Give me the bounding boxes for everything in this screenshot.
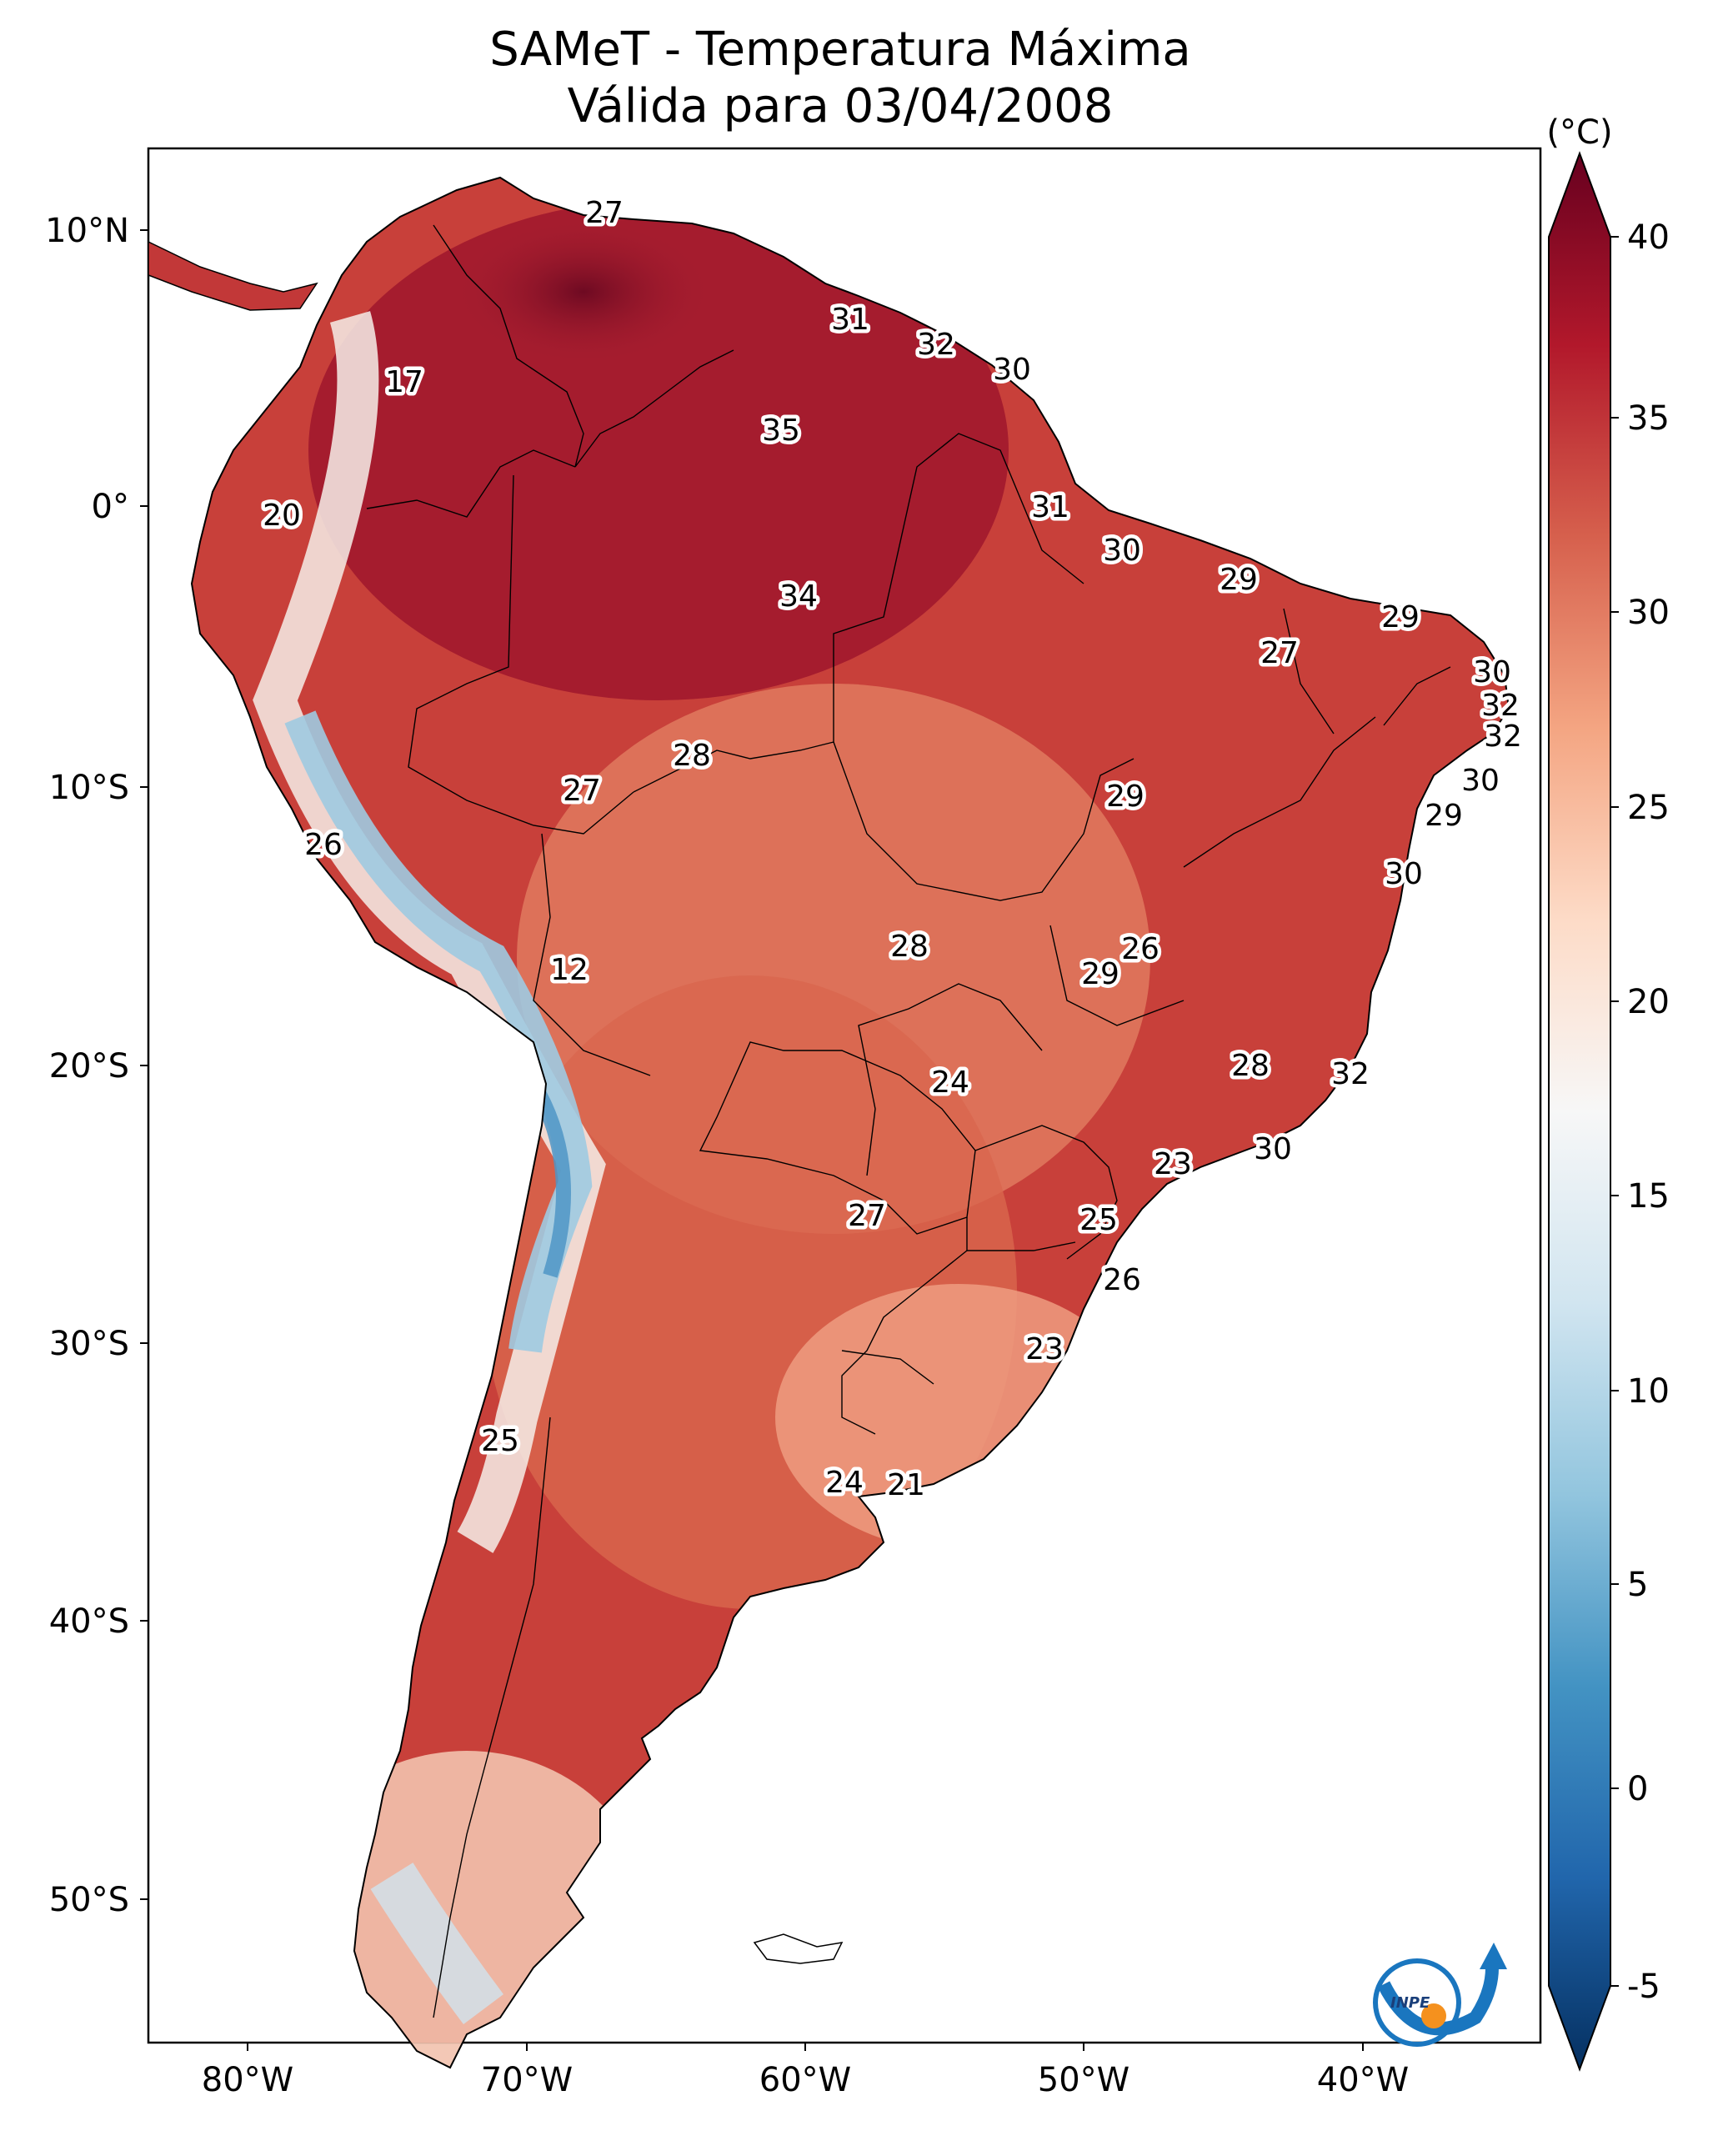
- lon-tick-label: 40°W: [1317, 2061, 1409, 2099]
- lon-tick-label: 70°W: [481, 2061, 573, 2099]
- contour-label: 27: [848, 1199, 886, 1233]
- contour-label: 30: [1473, 655, 1511, 689]
- falkland-islands: [753, 1933, 844, 1964]
- map-panel: 27 31 32 30 17 35 20 31 30 34 29 29 27 3…: [147, 147, 1542, 2069]
- tierra-del-fuego-cool: [370, 1863, 504, 2024]
- contour-label: 20: [263, 499, 301, 533]
- colorbar-tick-label: 20: [1627, 983, 1670, 1021]
- andes-cold-band: [284, 710, 593, 1353]
- colorbar-tick-label: 5: [1627, 1566, 1648, 1604]
- field-hotspot: [450, 217, 717, 367]
- map-title-line2: Válida para 03/04/2008: [568, 79, 1114, 133]
- contour-label: 30: [1385, 857, 1423, 891]
- logo-arrow-icon: [1480, 1943, 1507, 1969]
- contour-label: 30: [1103, 534, 1141, 568]
- contour-label: 30: [993, 353, 1031, 387]
- contour-label: 26: [1121, 932, 1160, 966]
- colorbar-tick-label: 10: [1627, 1372, 1670, 1411]
- colorbar-tick-label: 25: [1627, 789, 1670, 827]
- contour-label: 25: [481, 1424, 519, 1458]
- contour-label: 32: [1331, 1057, 1370, 1091]
- contour-label: 28: [1231, 1049, 1270, 1083]
- contour-label: 23: [1025, 1332, 1064, 1366]
- map-title-line1: SAMeT - Temperatura Máxima: [489, 23, 1191, 77]
- lat-tick-label: 20°S: [49, 1047, 129, 1086]
- contour-label: 26: [1103, 1263, 1141, 1297]
- logo-ring: [1373, 1958, 1461, 2047]
- logo-swoosh: [1377, 1967, 1499, 2036]
- contour-label: 29: [1381, 600, 1420, 634]
- contour-label: 32: [917, 328, 955, 362]
- contour-label: 31: [1031, 490, 1069, 524]
- contour-label: 24: [931, 1065, 969, 1100]
- contour-label: 29: [1220, 563, 1258, 597]
- logo-text: INPE: [1390, 1994, 1430, 2012]
- contour-label: 29: [1081, 957, 1119, 991]
- lat-tick-label: 0°: [92, 488, 129, 526]
- colorbar-tick-label: 0: [1627, 1770, 1648, 1808]
- central-america: [148, 240, 318, 311]
- lon-tick-label: 80°W: [202, 2061, 293, 2099]
- lat-tick-label: 30°S: [49, 1325, 129, 1363]
- lon-tick-label: 60°W: [759, 2061, 851, 2099]
- coastline: [190, 176, 1510, 2069]
- latitude-axis: 10°N 0° 10°S 20°S 30°S 40°S 50°S: [45, 212, 148, 1919]
- contour-label: 31: [831, 303, 869, 337]
- contour-label: 30: [1461, 764, 1500, 798]
- andes-cool-band: [253, 311, 606, 1553]
- colorbar-tick-label: -5: [1627, 1968, 1660, 2006]
- contour-labels: 27 31 32 30 17 35 20 31 30 34 29 29 27 3…: [259, 193, 1526, 1507]
- contour-label: 29: [1425, 799, 1463, 833]
- colorbar-tick-label: 35: [1627, 399, 1670, 438]
- longitude-axis: 80°W 70°W 60°W 50°W 40°W: [202, 2043, 1409, 2099]
- contour-label: 24: [825, 1466, 864, 1500]
- contour-label: 27: [585, 196, 624, 230]
- contour-label: 12: [550, 953, 589, 987]
- contour-label: 28: [890, 930, 929, 964]
- lat-tick-label: 10°N: [45, 212, 129, 250]
- colorbar-tick-label: 15: [1627, 1177, 1670, 1216]
- contour-label: 26: [304, 828, 343, 862]
- colorbar-tick-label: 30: [1627, 594, 1670, 632]
- lat-tick-label: 40°S: [49, 1602, 129, 1641]
- contour-label: 30: [1254, 1132, 1292, 1166]
- logo-sun-icon: [1421, 2003, 1446, 2028]
- contour-label: 35: [762, 414, 800, 448]
- contour-label: 23: [1154, 1147, 1192, 1181]
- contour-label: 28: [673, 739, 711, 773]
- lat-tick-label: 50°S: [49, 1881, 129, 1919]
- lat-tick-label: 10°S: [49, 769, 129, 807]
- contour-label: 27: [563, 774, 601, 808]
- colorbar: (°C) 40 35 30 25 20 15 10 5 0 -5: [1546, 113, 1670, 2072]
- contour-label: 17: [385, 365, 423, 399]
- colorbar-tick-label: 40: [1627, 218, 1670, 257]
- contour-label: 32: [1481, 689, 1520, 723]
- colorbar-bar: [1548, 151, 1611, 2072]
- contour-label: 34: [779, 579, 818, 614]
- political-borders: [366, 224, 1451, 2018]
- contour-label: 21: [887, 1468, 925, 1502]
- contour-label: 32: [1484, 720, 1522, 754]
- inpe-logo: INPE: [1373, 1943, 1507, 2047]
- lon-tick-label: 50°W: [1038, 2061, 1129, 2099]
- contour-label: 29: [1106, 780, 1144, 814]
- contour-label: 25: [1079, 1203, 1118, 1237]
- colorbar-unit: (°C): [1546, 113, 1612, 152]
- contour-label: 27: [1260, 636, 1299, 670]
